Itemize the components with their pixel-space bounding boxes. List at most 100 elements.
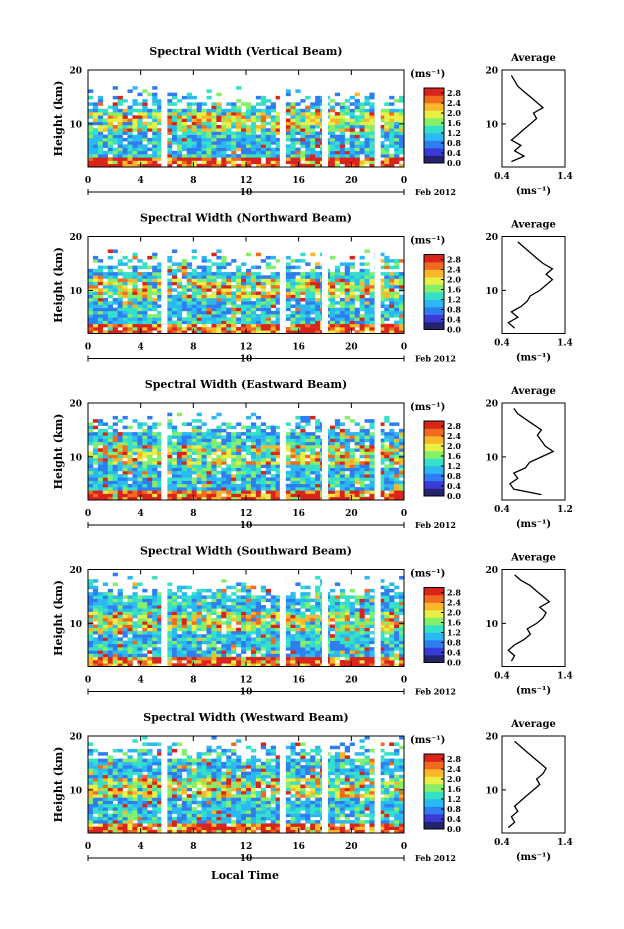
heatmap-cell [181, 643, 188, 648]
heatmap-cell [295, 141, 301, 145]
heatmap-cell [206, 650, 212, 654]
heatmap-cell [196, 618, 202, 622]
heatmap-cell [394, 112, 400, 116]
heatmap-cell [349, 457, 355, 462]
heatmap-cell [349, 115, 355, 119]
heatmap-cell [211, 650, 217, 654]
heatmap-cell [334, 454, 341, 459]
heatmap-cell [231, 660, 237, 664]
heatmap-cell [112, 160, 118, 165]
heatmap-cell [305, 121, 311, 126]
y-tick-label: 10 [69, 120, 82, 130]
heatmap-cell [246, 656, 252, 661]
heatmap-cell [167, 115, 173, 119]
heatmap-cell [122, 487, 128, 491]
heatmap-cell [305, 118, 311, 123]
heatmap-cell [97, 128, 104, 132]
heatmap-cell [147, 137, 153, 142]
heatmap-cell [250, 327, 257, 331]
heatmap-cell [171, 272, 178, 276]
heatmap-cell [107, 618, 113, 622]
heatmap-cell [216, 470, 222, 475]
heatmap-cell [369, 432, 375, 436]
heatmap-cell [117, 285, 123, 289]
average-x-tick-label: 0.4 [494, 172, 510, 182]
heatmap-cell [389, 118, 395, 123]
heatmap-cell [300, 128, 306, 132]
heatmap-cell [236, 634, 242, 638]
heatmap-cell [137, 663, 143, 667]
heatmap-cell [186, 297, 192, 302]
heatmap-cell [275, 643, 281, 648]
heatmap-cell [92, 121, 99, 126]
colorbar [424, 421, 444, 497]
heatmap-cell [147, 157, 153, 161]
heatmap-cell [196, 461, 202, 465]
heatmap-cell [206, 653, 212, 658]
heatmap-cell [260, 144, 267, 148]
heatmap-cell [305, 454, 311, 459]
heatmap-cell [102, 493, 109, 498]
heatmap-cell [260, 285, 267, 289]
heatmap-cell [152, 601, 158, 606]
heatmap-cell [191, 461, 197, 465]
heatmap-cell [92, 474, 99, 478]
heatmap-cell [344, 477, 350, 481]
heatmap-cell [196, 108, 202, 113]
x-tick-label: 0 [85, 176, 91, 186]
heatmap-cell [176, 477, 183, 481]
heatmap-cell [364, 483, 370, 488]
heatmap-cell [231, 105, 237, 110]
heatmap-cell [295, 493, 301, 498]
heatmap-cell [171, 432, 178, 436]
heatmap-cell [132, 144, 138, 148]
heatmap-cell [226, 634, 232, 638]
heatmap-cell [171, 595, 178, 599]
heatmap-cell [196, 435, 202, 439]
heatmap-cell [315, 320, 321, 325]
heatmap-cell [246, 115, 252, 119]
heatmap-cell [260, 448, 267, 452]
heatmap-cell [171, 445, 178, 449]
heatmap-cell [265, 614, 271, 619]
heatmap-cell [310, 477, 316, 481]
heatmap-cell [241, 438, 247, 443]
heatmap-cell [295, 108, 301, 113]
heatmap-cell [399, 474, 405, 478]
heatmap-cell [364, 112, 370, 116]
heatmap-cell [157, 454, 163, 459]
heatmap-cell [265, 128, 271, 132]
heatmap-cell [211, 428, 217, 433]
heatmap-cell [112, 314, 118, 318]
heatmap-cell [186, 141, 192, 145]
colorbar-tick-label: 1.6 [447, 451, 461, 461]
heatmap-cell [196, 448, 202, 452]
heatmap-cell [354, 124, 360, 129]
heatmap-cell [241, 432, 247, 436]
heatmap-cell [201, 627, 207, 632]
heatmap-cell [246, 415, 252, 420]
heatmap-cell [379, 428, 385, 433]
heatmap-cell [122, 304, 128, 308]
heatmap-cell [354, 480, 360, 485]
heatmap-cell [196, 601, 202, 606]
heatmap-cell [191, 323, 197, 328]
heatmap-cell [181, 330, 188, 334]
heatmap-cell [246, 294, 252, 299]
heatmap-cell [122, 425, 128, 430]
heatmap-cell [260, 124, 267, 129]
heatmap-cell [231, 608, 237, 612]
heatmap-cell [176, 268, 183, 273]
heatmap-cell [255, 643, 262, 648]
heatmap-cell [265, 627, 271, 632]
heatmap-cell [399, 259, 405, 263]
heatmap-cell [181, 490, 188, 494]
heatmap-cell [127, 330, 133, 334]
heatmap-cell [339, 320, 346, 325]
heatmap-cell [231, 141, 237, 145]
heatmap-cell [152, 323, 158, 328]
heatmap-cell [191, 448, 197, 452]
heatmap-cell [206, 663, 212, 667]
heatmap-cell [354, 441, 360, 446]
heatmap-cell [127, 464, 133, 468]
